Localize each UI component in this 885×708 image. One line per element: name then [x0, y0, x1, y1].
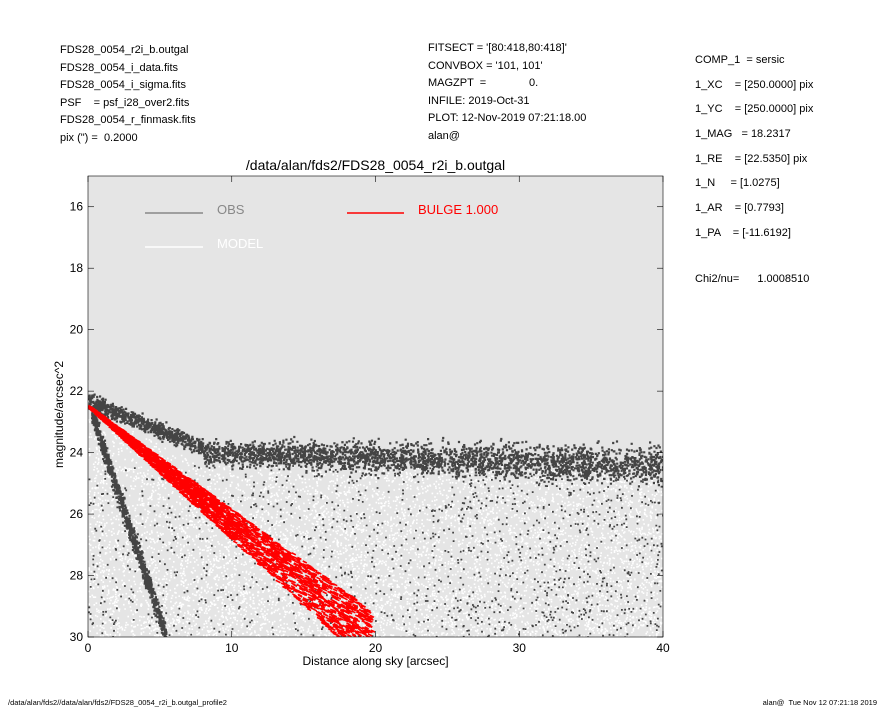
- header-middle-line: alan@: [428, 129, 460, 142]
- x-axis-label: Distance along sky [arcsec]: [302, 654, 448, 668]
- y-tick-label: 24: [70, 446, 84, 460]
- header-right-line: 1_N = [1.0275]: [695, 177, 780, 190]
- obs-points: [88, 393, 663, 637]
- footer-path: /data/alan/fds2//data/alan/fds2/FDS28_00…: [8, 698, 227, 707]
- scatter-points: [88, 393, 663, 637]
- legend-bulge-label: BULGE 1.000: [418, 202, 498, 217]
- bulge-line: [88, 405, 369, 637]
- y-axis-label: magnitude/arcsec^2: [52, 361, 66, 468]
- legend: OBS MODEL BULGE 1.000: [145, 202, 498, 251]
- x-tick-label: 10: [225, 641, 239, 655]
- axes: 0 10 20 30 40 16 18 20 22 24 26 28 30: [70, 176, 670, 655]
- header-left-line: FDS28_0054_i_sigma.fits: [60, 79, 186, 91]
- header-middle-line: FITSECT = '[80:418,80:418]': [428, 42, 567, 54]
- header-middle-line: MAGZPT = 0.: [428, 77, 539, 89]
- chart-title: /data/alan/fds2/FDS28_0054_r2i_b.outgal: [245, 157, 506, 173]
- header-right-line: 1_PA = [-11.6192]: [695, 226, 791, 239]
- legend-model-label: MODEL: [217, 236, 263, 251]
- header-left-line: PSF = psf_i28_over2.fits: [60, 96, 190, 109]
- header-middle-line: CONVBOX = '101, 101': [428, 59, 543, 72]
- y-tick-label: 28: [70, 569, 84, 583]
- plot-area: [88, 176, 663, 637]
- y-tick-label: 22: [70, 384, 84, 398]
- y-tick-label: 26: [70, 507, 84, 521]
- header-right-line: 1_AR = [0.7793]: [695, 202, 784, 215]
- y-tick-label: 18: [70, 261, 84, 275]
- header-middle-line: PLOT: 12-Nov-2019 07:21:18.00: [428, 112, 587, 124]
- header-middle-block: FITSECT = '[80:418,80:418]' CONVBOX = '10…: [428, 40, 586, 145]
- header-left-block: FDS28_0054_r2i_b.outgal FDS28_0054_i_data…: [60, 42, 196, 147]
- chi2-readout: Chi2/nu= 1.0008510: [695, 273, 827, 285]
- y-tick-label: 20: [70, 323, 84, 337]
- bulge-series: [88, 404, 376, 637]
- header-right-line: 1_RE = [22.5350] pix: [695, 152, 808, 165]
- x-tick-label: 30: [513, 641, 527, 655]
- footer-user-date: alan@ Tue Nov 12 07:21:18 2019: [762, 698, 877, 707]
- header-left-line: FDS28_0054_i_data.fits: [60, 61, 179, 74]
- header-right-line: 1_XC = [250.0000] pix: [695, 78, 814, 91]
- header-right-line: 1_YC = [250.0000] pix: [695, 103, 814, 116]
- x-tick-label: 0: [85, 641, 92, 655]
- x-tick-label: 20: [369, 641, 383, 655]
- chi2-value: 1.0008510: [757, 273, 810, 285]
- header-right-line: 1_MAG = 18.2317: [695, 128, 791, 141]
- y-tick-label: 16: [70, 200, 84, 214]
- x-tick-label: 40: [656, 641, 670, 655]
- header-middle-line: INFILE: 2019-Oct-31: [428, 94, 530, 107]
- y-tick-label: 30: [70, 630, 84, 644]
- header-right-line: COMP_1 = sersic: [695, 54, 785, 66]
- header-left-line: pix (") = 0.2000: [60, 131, 138, 144]
- header-right-block: COMP_1 = sersic 1_XC = [250.0000] pix 1_YC…: [695, 48, 813, 246]
- chi2-label: Chi2/nu=: [695, 273, 740, 285]
- header-left-line: FDS28_0054_r_finmask.fits: [60, 114, 196, 126]
- header-left-line: FDS28_0054_r2i_b.outgal: [60, 44, 189, 56]
- legend-obs-label: OBS: [217, 202, 245, 217]
